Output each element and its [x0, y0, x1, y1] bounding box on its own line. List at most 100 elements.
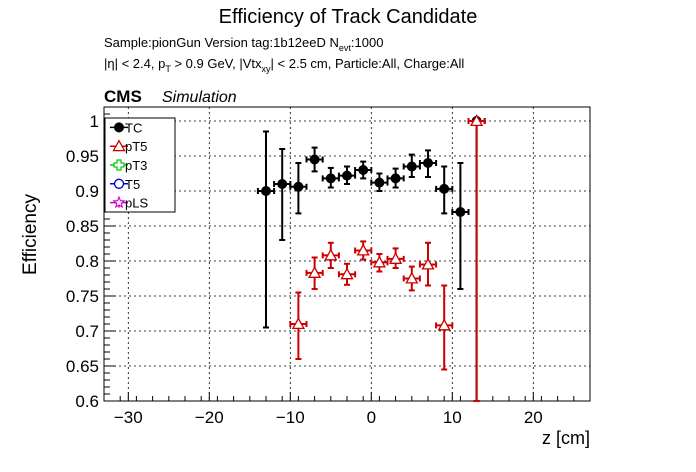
legend-entry: pT5	[110, 139, 147, 154]
x-tick-label: −30	[114, 408, 143, 427]
data-point	[467, 114, 486, 402]
legend-label: TC	[125, 120, 142, 135]
data-point	[402, 153, 421, 178]
y-tick-label: 0.9	[75, 182, 99, 201]
legend-label: pT3	[125, 158, 147, 173]
x-tick-label: 10	[443, 408, 462, 427]
y-tick-label: 0.7	[75, 322, 99, 341]
data-point	[435, 165, 454, 215]
x-tick-label: 20	[524, 408, 543, 427]
legend-marker	[112, 195, 126, 209]
grid	[104, 107, 590, 402]
data-marker	[342, 170, 352, 181]
data-marker	[374, 177, 385, 188]
x-tick-label: 0	[367, 408, 376, 427]
data-point	[402, 265, 421, 292]
data-marker	[325, 173, 336, 184]
data-point	[305, 256, 324, 290]
chart-subtitle-line2: |η| < 2.4, pT > 0.9 GeV, |Vtxxy| < 2.5 c…	[104, 56, 464, 74]
chart-subtitle-line1: Sample:pionGun Version tag:1b12eeD Nevt:…	[104, 35, 383, 53]
data-point	[354, 240, 373, 261]
legend: TC pT5 pT3 T5 pLS	[104, 117, 176, 213]
legend-entry: T5	[110, 177, 140, 192]
x-axis-label: z [cm]	[542, 428, 590, 448]
data-marker	[309, 154, 320, 165]
data-marker	[293, 181, 304, 192]
legend-entry: pLS	[110, 195, 148, 211]
subtitle-line2-part1: |η| < 2.4, p	[104, 56, 165, 71]
data-marker	[437, 318, 451, 331]
data-point	[386, 247, 405, 269]
subtitle-line1-tail: :1000	[351, 35, 384, 50]
y-tick-label: 0.95	[66, 147, 99, 166]
data-point	[321, 241, 340, 269]
y-tick-label: 0.65	[66, 357, 99, 376]
data-point	[370, 253, 389, 273]
cms-label: CMS	[104, 87, 142, 106]
data-marker	[439, 183, 450, 194]
subtitle-line1-text: Sample:pionGun Version tag:1b12eeD N	[104, 35, 339, 50]
data-marker	[406, 161, 417, 172]
data-point	[289, 162, 308, 215]
data-marker	[277, 179, 288, 189]
legend-entry: TC	[110, 120, 142, 135]
simulation-label: Simulation	[162, 89, 237, 106]
data-marker	[340, 267, 354, 280]
data-marker	[356, 243, 370, 256]
data-marker	[388, 252, 403, 264]
data-marker	[358, 165, 369, 175]
y-tick-label: 0.75	[66, 287, 99, 306]
data-point	[354, 160, 373, 180]
subtitle-line2-part3: | < 2.5 cm, Particle:All, Charge:All	[271, 56, 465, 71]
data-point	[386, 167, 405, 189]
data-marker	[291, 317, 306, 330]
data-points	[256, 114, 486, 402]
legend-marker	[113, 178, 125, 189]
data-point	[256, 130, 276, 329]
subtitle-line1-subscript: evt	[339, 43, 352, 53]
data-point	[273, 148, 292, 241]
y-tick-label: 0.85	[66, 217, 99, 236]
x-tick-label: −20	[195, 408, 224, 427]
data-point	[337, 262, 357, 286]
data-point	[337, 165, 357, 185]
legend-entry: pT3	[110, 158, 147, 173]
chart-title: Efficiency of Track Candidate	[219, 6, 478, 28]
data-marker	[469, 114, 484, 127]
series-pt5	[289, 114, 486, 402]
plot-frame	[103, 106, 591, 402]
y-axis-label: Efficiency	[20, 194, 41, 275]
data-point	[370, 172, 389, 192]
data-marker	[405, 271, 419, 284]
legend-marker	[114, 122, 124, 133]
series-tc	[256, 116, 486, 402]
y-tick-label: 0.8	[75, 252, 99, 271]
subtitle-line2-sub2: xy	[262, 64, 272, 74]
data-marker	[261, 186, 271, 196]
data-point	[418, 241, 438, 287]
legend-label: pT5	[125, 139, 147, 154]
data-marker	[372, 255, 387, 268]
data-point	[321, 166, 340, 189]
data-point	[305, 146, 324, 173]
subtitle-line2-part2: > 0.9 GeV, |Vtx	[171, 56, 262, 71]
y-tick-labels: 0.6 0.65 0.7 0.75 0.8 0.85 0.9 0.95 1	[66, 112, 99, 411]
y-tick-label: 0.6	[75, 392, 99, 411]
legend-marker	[113, 159, 125, 171]
legend-label: T5	[125, 177, 140, 192]
y-tick-label: 1	[90, 112, 99, 131]
data-marker	[390, 173, 401, 184]
data-marker	[455, 207, 466, 217]
legend-marker	[112, 139, 126, 152]
x-tick-labels: −30 −20 −10 0 10 20	[114, 408, 543, 427]
data-marker	[307, 266, 322, 278]
data-point	[289, 291, 308, 360]
data-marker	[421, 257, 435, 270]
data-point	[418, 149, 438, 178]
data-marker	[324, 248, 338, 261]
legend-label: pLS	[125, 196, 148, 211]
x-tick-label: −10	[276, 408, 305, 427]
data-marker	[423, 158, 433, 168]
data-point	[451, 162, 470, 290]
